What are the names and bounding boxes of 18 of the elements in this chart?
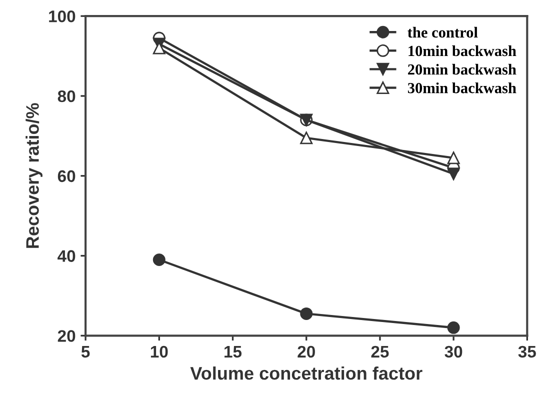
x-tick-label: 20 (298, 346, 315, 358)
y-tick-label: 20 (58, 330, 76, 342)
x-tick-label: 25 (371, 346, 389, 358)
x-tick-label: 15 (224, 346, 242, 358)
legend-label: the control (408, 26, 478, 38)
y-tick-label: 80 (58, 90, 76, 102)
y-tick-label: 40 (58, 250, 76, 262)
legend-label: 30min backwash (408, 82, 516, 94)
y-tick-label: 100 (49, 10, 76, 22)
legend-label: 10min backwash (408, 45, 516, 56)
y-axis-title: Recovery ratio/% (26, 103, 42, 248)
x-axis-title: Volume concetration factor (190, 366, 422, 380)
legend-label: 20min backwash (408, 64, 516, 75)
x-tick-label: 35 (518, 346, 536, 358)
x-tick-label: 30 (444, 346, 462, 358)
x-tick-label: 10 (150, 346, 168, 358)
y-tick-label: 60 (58, 170, 76, 182)
x-tick-label: 5 (81, 346, 90, 358)
